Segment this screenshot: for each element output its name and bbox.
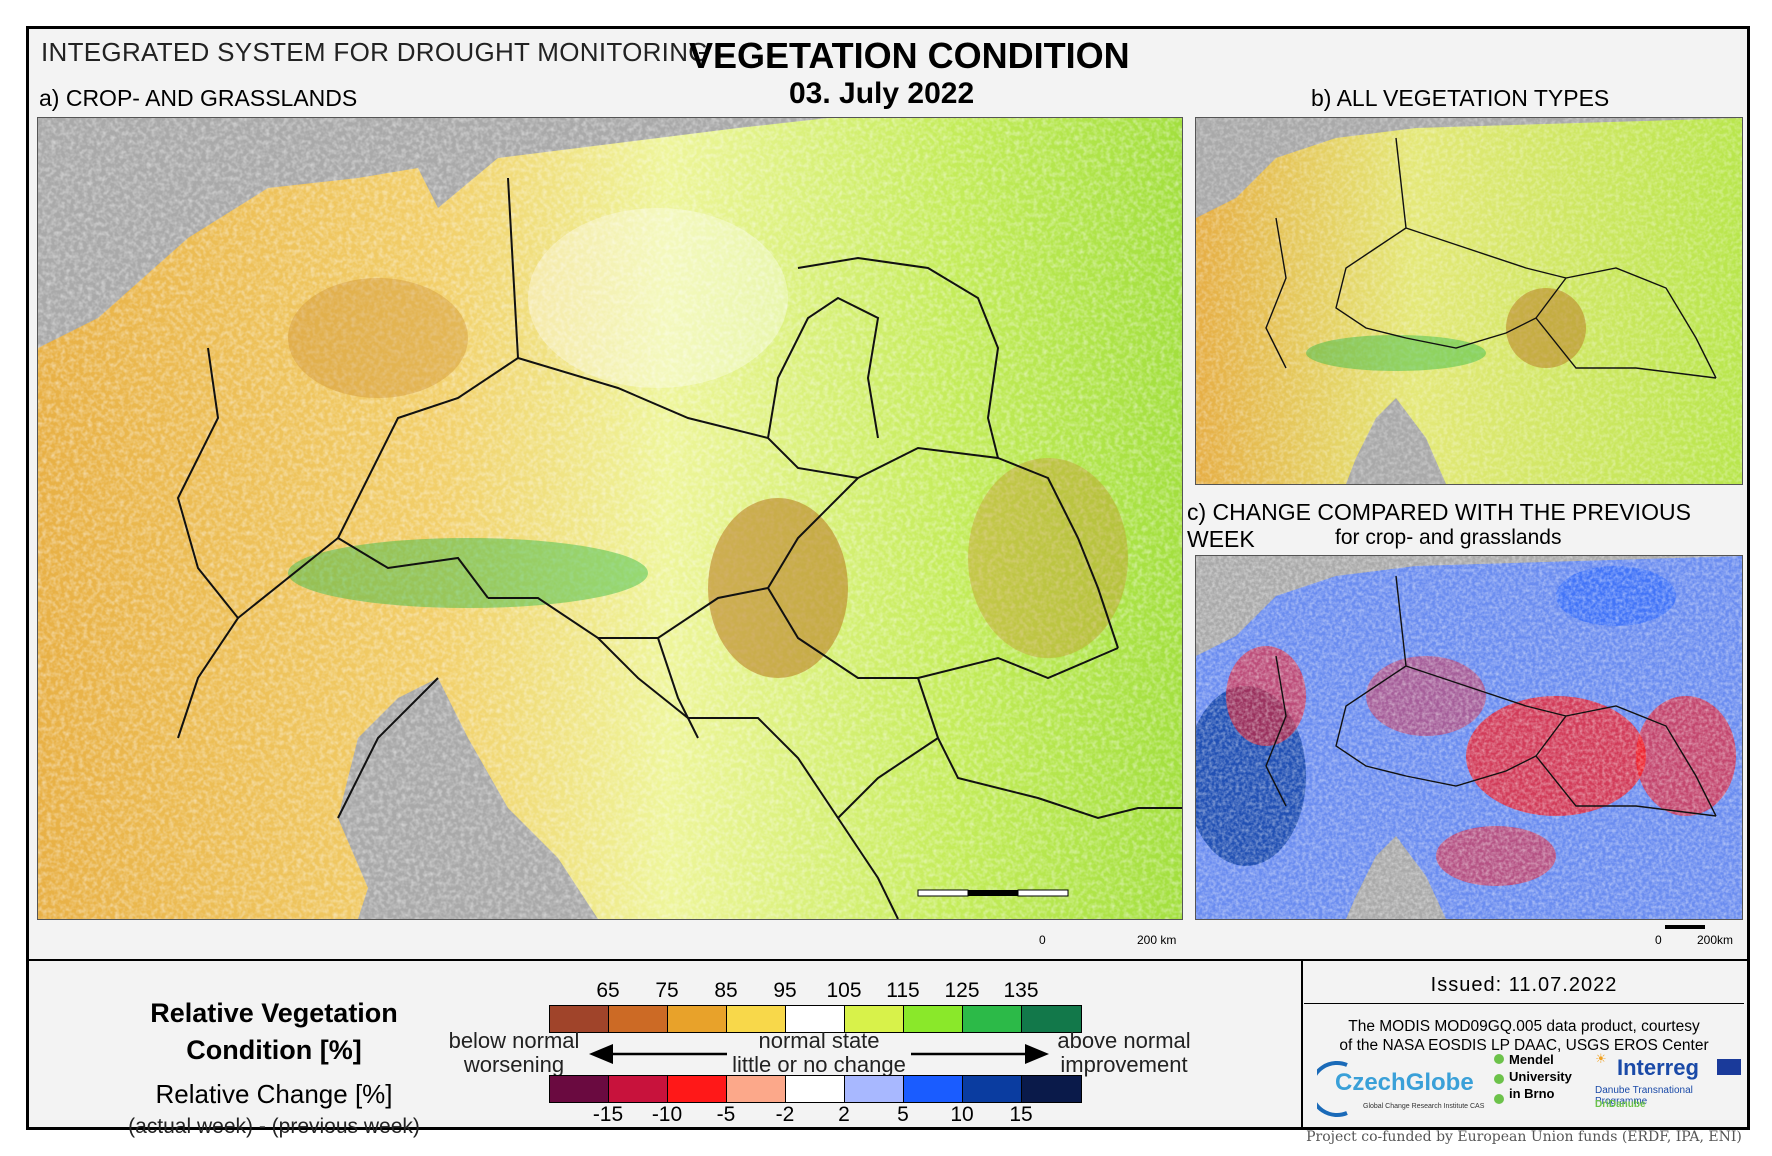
rvc-swatch — [786, 1006, 845, 1032]
rc-swatch — [845, 1076, 904, 1102]
rvc-tick: 125 — [944, 979, 980, 1002]
scale-c-km: 200km — [1697, 933, 1734, 947]
interreg-logo: ☀ Interreg Danube Transnational Programm… — [1595, 1051, 1745, 1127]
romania-drought-patch — [968, 458, 1128, 658]
below-normal-label: below normal worsening — [448, 1028, 580, 1077]
scale-a-zero: 0 — [1039, 933, 1046, 947]
rvc-swatch — [609, 1006, 668, 1032]
legend-rvc-title: Relative Vegetation Condition [%] — [150, 998, 398, 1065]
rc-tick: -5 — [716, 1103, 736, 1126]
rvc-tick: 115 — [886, 979, 920, 1002]
rvc-tick: 105 — [826, 979, 862, 1002]
germany-drought-patch — [288, 278, 468, 398]
funding-note: Project co-funded by European Union fund… — [1306, 1129, 1742, 1145]
panel-c-sublabel: for crop- and grasslands — [1335, 526, 1562, 549]
rvc-tick: 95 — [773, 979, 797, 1002]
arrow-left-icon — [589, 1044, 727, 1064]
rc-tick: -10 — [651, 1103, 683, 1126]
rc-swatch — [1022, 1076, 1081, 1102]
sun-icon: ☀ — [1595, 1051, 1607, 1066]
rvc-tick: 135 — [1003, 979, 1039, 1002]
eu-flag-icon — [1717, 1059, 1741, 1075]
rc-tick-labels: -15 -10 -5 -2 2 5 10 15 — [549, 1103, 1089, 1129]
panel-a-label: a) CROP- AND GRASSLANDS — [39, 85, 358, 111]
country-borders — [176, 177, 1182, 919]
panel-c-label: c) CHANGE COMPARED WITH THE PREVIOUS WEE… — [1187, 499, 1691, 552]
rc-colorbar — [549, 1075, 1082, 1103]
data-credit: The MODIS MOD09GQ.005 data product, cour… — [1339, 1018, 1709, 1054]
scale-bar-c — [1665, 925, 1705, 929]
rvc-colorbar — [549, 1005, 1082, 1033]
rc-swatch — [786, 1076, 845, 1102]
legend-rc-title: Relative Change [%] — [155, 1079, 393, 1109]
panel-b-label: b) ALL VEGETATION TYPES — [1311, 85, 1610, 111]
rc-tick: 15 — [1009, 1103, 1033, 1126]
system-title: INTEGRATED SYSTEM FOR DROUGHT MONITORING — [41, 37, 709, 67]
rc-swatch — [550, 1076, 609, 1102]
scale-a-km: 200 km — [1137, 933, 1177, 947]
rc-swatch — [904, 1076, 963, 1102]
scale-bar-a — [917, 889, 1069, 897]
rvc-swatch — [845, 1006, 904, 1032]
rvc-swatch — [963, 1006, 1022, 1032]
rvc-swatch — [727, 1006, 786, 1032]
above-normal-label: above normal improvement — [1057, 1028, 1191, 1077]
rc-tick: -15 — [592, 1103, 624, 1126]
rvc-tick: 85 — [714, 979, 738, 1002]
legend-divider — [1301, 959, 1303, 1130]
rvc-swatch — [904, 1006, 963, 1032]
czechglobe-logo: CzechGlobe Global Change Research Instit… — [1317, 1059, 1487, 1119]
figure-frame: INTEGRATED SYSTEM FOR DROUGHT MONITORING… — [26, 26, 1750, 1145]
rvc-tick-labels: 65 75 85 95 105 115 125 135 — [549, 979, 1089, 1005]
rvc-tick: 75 — [655, 979, 679, 1002]
legend-rc-subtitle: (actual week) - (previous week) — [128, 1115, 420, 1138]
issued-separator — [1304, 1003, 1744, 1004]
legend-panel — [29, 959, 1747, 1129]
rvc-swatch — [668, 1006, 727, 1032]
page-date: 03. July 2022 — [789, 77, 975, 110]
rc-swatch — [727, 1076, 786, 1102]
map-crop-grasslands — [37, 117, 1183, 920]
rc-tick: -2 — [775, 1103, 795, 1126]
arrow-right-icon — [911, 1044, 1049, 1064]
rc-swatch — [609, 1076, 668, 1102]
scale-c-zero: 0 — [1655, 933, 1662, 947]
rvc-swatch — [550, 1006, 609, 1032]
rvc-tick: 65 — [596, 979, 620, 1002]
map-all-vegetation — [1195, 117, 1743, 485]
map-weekly-change — [1195, 555, 1743, 920]
rc-swatch — [963, 1076, 1022, 1102]
rc-tick: 2 — [838, 1103, 850, 1126]
normal-state-label: normal state little or no change — [732, 1028, 906, 1077]
mendel-university-logo: Mendel University in Brno — [1491, 1049, 1601, 1119]
page-title: VEGETATION CONDITION — [689, 35, 1130, 76]
poland-normal-patch — [528, 208, 788, 388]
issued-date: Issued: 11.07.2022 — [1430, 974, 1618, 996]
hungary-drought-patch — [708, 498, 848, 678]
alps-green-patch — [288, 538, 648, 608]
rvc-swatch — [1022, 1006, 1081, 1032]
rc-swatch — [668, 1076, 727, 1102]
rc-tick: 10 — [950, 1103, 974, 1126]
rc-tick: 5 — [897, 1103, 909, 1126]
